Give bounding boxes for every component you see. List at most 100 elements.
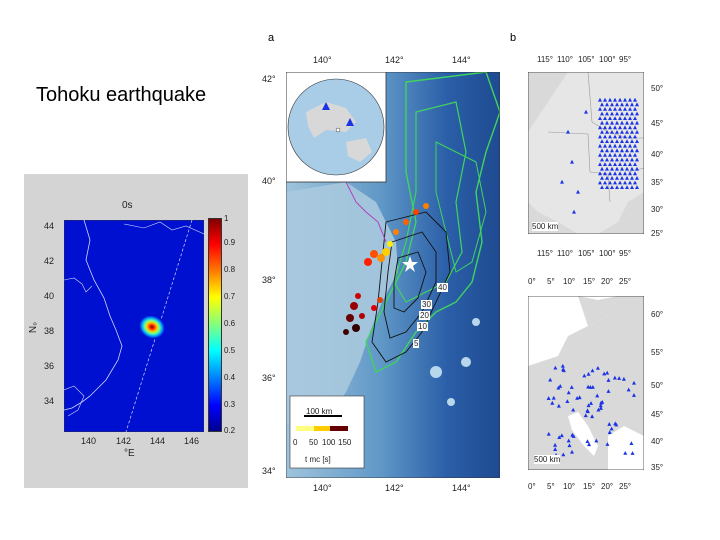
eu-lon-tick: 15°	[583, 482, 596, 491]
station-marker	[613, 171, 617, 176]
station-marker	[605, 166, 609, 171]
station-marker	[630, 166, 634, 171]
station-marker	[586, 371, 591, 376]
station-marker	[618, 107, 622, 111]
station-marker	[610, 148, 614, 153]
station-marker	[600, 157, 604, 162]
colorbar-tick: 0.4	[224, 373, 236, 382]
station-marker	[608, 116, 612, 120]
station-marker	[603, 153, 607, 157]
station-marker	[603, 180, 607, 185]
station-marker	[620, 111, 624, 116]
panel-a-lon-tick: 142°	[385, 483, 404, 493]
station-marker	[600, 120, 604, 125]
station-marker	[613, 97, 617, 102]
station-marker	[609, 426, 614, 431]
left-lat-tick: 40	[44, 291, 55, 301]
station-marker	[598, 125, 602, 130]
station-marker	[610, 185, 614, 189]
station-marker	[630, 120, 634, 125]
eu-lon-tick: 10°	[563, 277, 576, 286]
us-lon-tick: 105°	[578, 249, 595, 258]
eu-lon-tick: 5°	[547, 482, 555, 491]
station-marker	[633, 116, 637, 120]
us-lat-tick: 30°	[651, 205, 664, 214]
station-marker	[585, 439, 590, 444]
station-marker	[598, 116, 602, 120]
station-marker	[628, 97, 632, 102]
station-marker	[600, 399, 605, 404]
eu-lat-tick: 60°	[651, 310, 664, 319]
station-marker	[625, 185, 629, 189]
station-marker	[633, 97, 637, 102]
station-marker	[610, 157, 614, 162]
us-lon-tick: 100°	[599, 55, 616, 64]
station-marker	[623, 143, 627, 148]
station-marker	[560, 179, 564, 184]
station-marker	[553, 365, 558, 370]
station-marker	[620, 148, 624, 153]
left-map-plot	[64, 220, 204, 432]
station-marker	[630, 185, 634, 189]
station-marker	[608, 143, 612, 148]
station-marker	[620, 139, 624, 143]
left-lon-tick: 146	[184, 436, 200, 446]
station-marker	[605, 120, 609, 125]
us-lon-tick: 110°	[557, 55, 573, 64]
station-marker	[605, 139, 609, 143]
us-lon-tick: 105°	[578, 55, 595, 64]
station-marker	[635, 157, 639, 162]
station-marker	[607, 430, 612, 434]
left-lon-tick: 144	[150, 436, 166, 446]
station-marker	[560, 363, 565, 368]
station-marker	[600, 176, 604, 180]
us-station-map	[528, 72, 644, 234]
us-lat-tick: 40°	[651, 150, 664, 159]
station-marker	[633, 162, 637, 166]
station-marker	[586, 403, 591, 408]
station-marker	[557, 435, 562, 439]
station-marker	[603, 134, 607, 139]
station-marker	[598, 143, 602, 148]
station-marker	[623, 180, 627, 185]
station-marker	[635, 148, 639, 153]
station-marker	[561, 367, 566, 371]
us-lon-tick: 110°	[557, 249, 573, 258]
panel-a-lon-tick: 140°	[313, 483, 332, 493]
station-marker	[598, 134, 602, 139]
station-marker	[598, 107, 602, 111]
us-lon-tick: 100°	[599, 249, 616, 258]
eu-lat-tick: 35°	[651, 463, 664, 472]
panel-a-lon-tick: 144°	[452, 55, 471, 65]
station-marker	[628, 107, 632, 111]
station-marker	[598, 403, 603, 408]
station-marker	[633, 143, 637, 148]
contour-label: 20	[419, 311, 430, 320]
station-marker	[576, 189, 580, 194]
station-marker	[623, 153, 627, 157]
time-tick: 0	[293, 438, 298, 447]
panel-a-lon-tick: 144°	[452, 483, 471, 493]
station-marker	[632, 380, 637, 385]
left-xlabel: °E	[124, 448, 135, 459]
station-marker	[615, 148, 619, 153]
station-marker	[633, 171, 637, 176]
colorbar-tick: 0.5	[224, 346, 236, 355]
station-marker	[629, 441, 634, 446]
station-marker	[603, 125, 607, 130]
station-marker	[613, 116, 617, 120]
time-tick: 100	[322, 438, 336, 447]
us-lon-tick: 95°	[619, 249, 632, 258]
us-lon-tick: 95°	[619, 55, 632, 64]
panel-a-lat-tick: 34°	[262, 466, 276, 476]
eu-lon-tick: 15°	[583, 277, 596, 286]
station-marker	[605, 370, 610, 375]
station-marker	[608, 107, 612, 111]
station-marker	[588, 385, 593, 389]
station-marker	[623, 134, 627, 139]
station-marker	[598, 180, 602, 185]
station-marker	[615, 120, 619, 125]
station-marker	[615, 157, 619, 162]
station-marker	[635, 102, 639, 107]
eu-station-map	[528, 296, 644, 470]
